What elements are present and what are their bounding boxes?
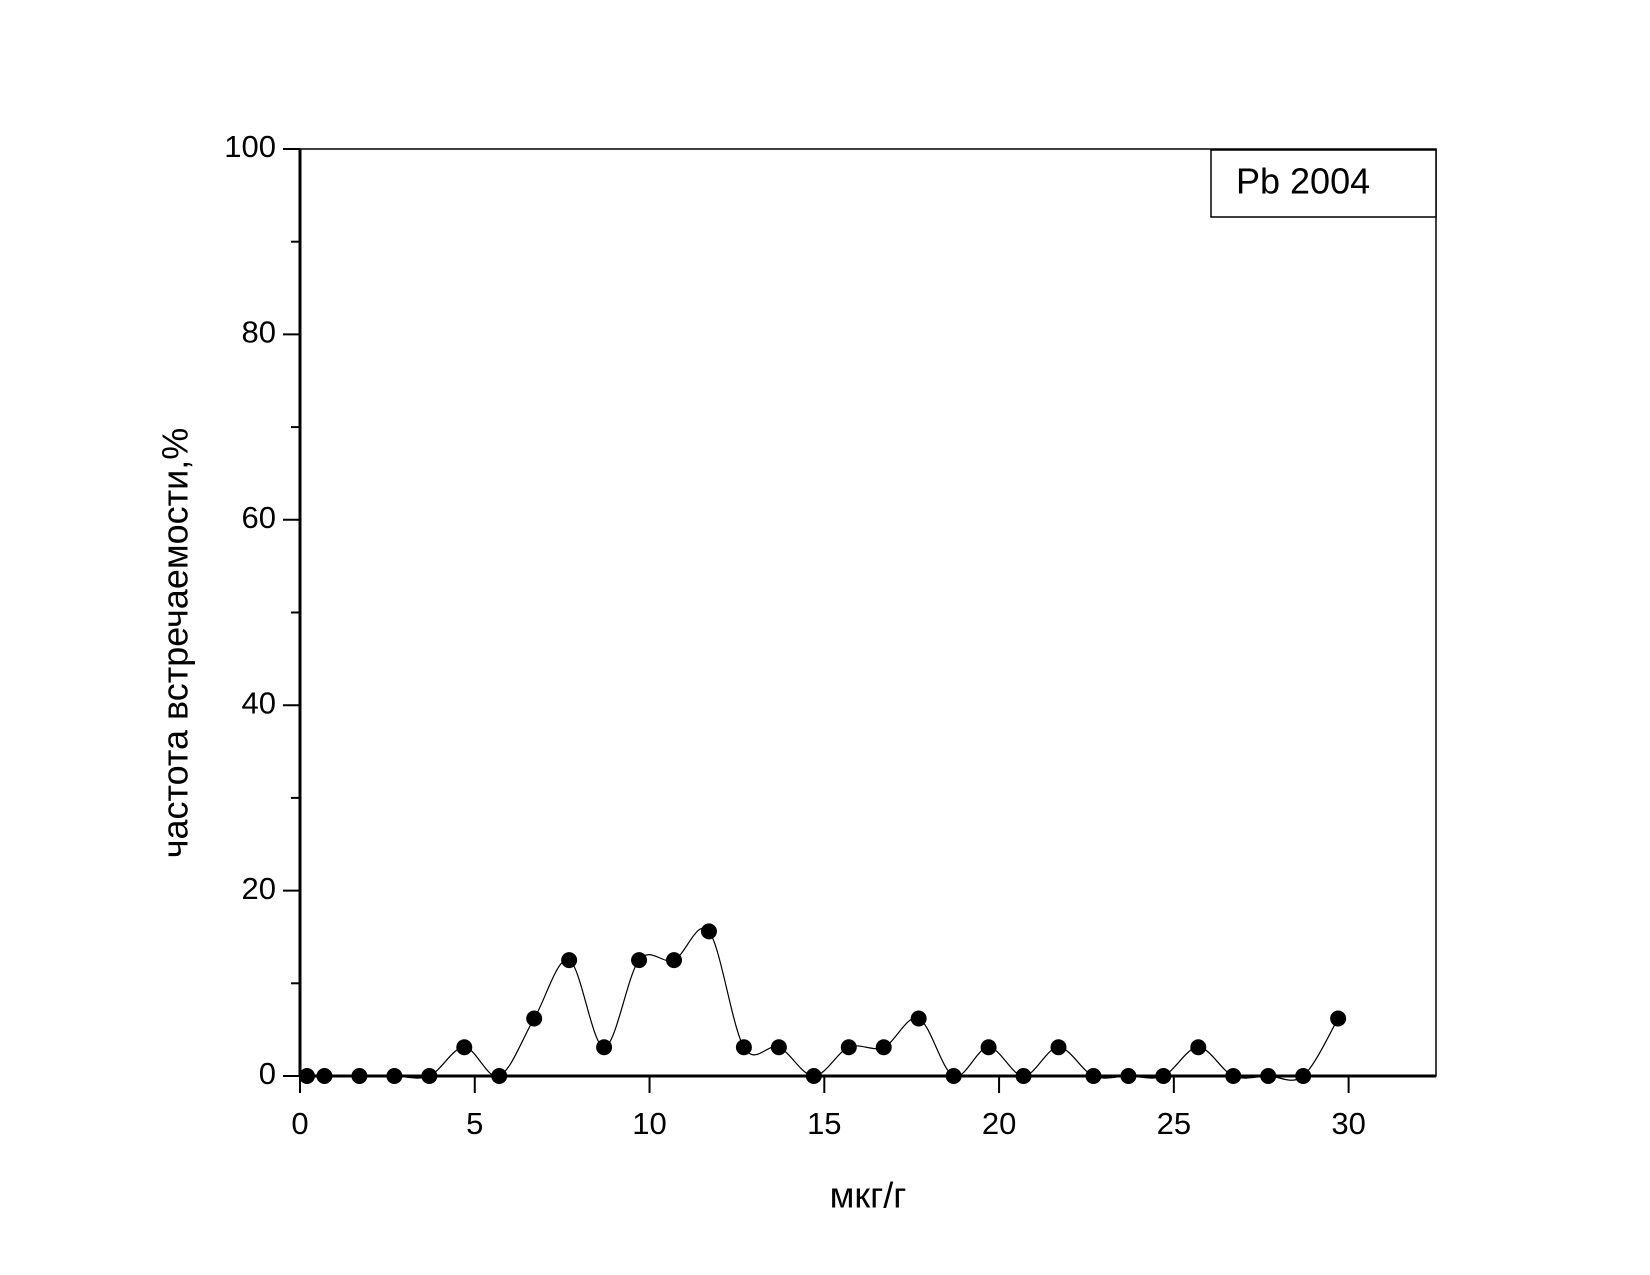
y-tick-label: 100: [224, 129, 276, 164]
data-point: [1120, 1068, 1137, 1084]
data-point: [1155, 1068, 1172, 1084]
data-point: [421, 1068, 438, 1084]
data-point: [980, 1039, 997, 1056]
data-point: [1295, 1068, 1312, 1084]
y-tick-label: 20: [242, 871, 276, 906]
x-tick-label: 10: [632, 1106, 666, 1141]
data-point: [386, 1068, 403, 1084]
data-point: [316, 1068, 333, 1084]
x-tick-label: 30: [1331, 1106, 1365, 1141]
y-axis-label: частота встречаемости,%: [155, 428, 196, 858]
legend-box: [1210, 149, 1437, 218]
data-point: [456, 1039, 473, 1056]
data-point: [491, 1068, 508, 1084]
data-point: [1260, 1068, 1277, 1084]
data-point: [561, 952, 578, 969]
legend-label: Pb 2004: [1236, 161, 1370, 202]
data-point: [298, 1068, 315, 1084]
data-point: [1050, 1039, 1067, 1056]
x-tick-label: 20: [982, 1106, 1016, 1141]
y-tick-label: 40: [242, 685, 276, 720]
x-tick-label: 0: [291, 1106, 308, 1141]
data-point: [910, 1010, 927, 1027]
x-tick-label: 5: [466, 1106, 483, 1141]
data-point: [770, 1039, 787, 1056]
y-tick-label: 80: [242, 315, 276, 350]
plot-frame: [299, 148, 1437, 1077]
series-line: [306, 927, 1339, 1081]
data-point: [1330, 1010, 1347, 1027]
data-point: [631, 952, 648, 969]
data-point: [805, 1068, 822, 1084]
y-tick-label: 60: [242, 500, 276, 535]
data-point: [1225, 1068, 1242, 1084]
data-point: [735, 1039, 752, 1056]
data-point: [1015, 1068, 1032, 1084]
y-tick-label: 0: [259, 1056, 276, 1091]
data-point: [1190, 1039, 1207, 1056]
x-tick-label: 25: [1157, 1106, 1191, 1141]
data-point: [875, 1039, 892, 1056]
data-point: [526, 1010, 543, 1027]
data-point: [700, 923, 717, 940]
data-point: [840, 1039, 857, 1056]
data-point: [596, 1039, 613, 1056]
data-point: [666, 952, 683, 969]
data-point: [945, 1068, 962, 1084]
data-point: [1085, 1068, 1102, 1084]
data-point: [351, 1068, 368, 1084]
x-tick-label: 15: [807, 1106, 841, 1141]
x-axis-label: мкг/г: [830, 1175, 907, 1216]
